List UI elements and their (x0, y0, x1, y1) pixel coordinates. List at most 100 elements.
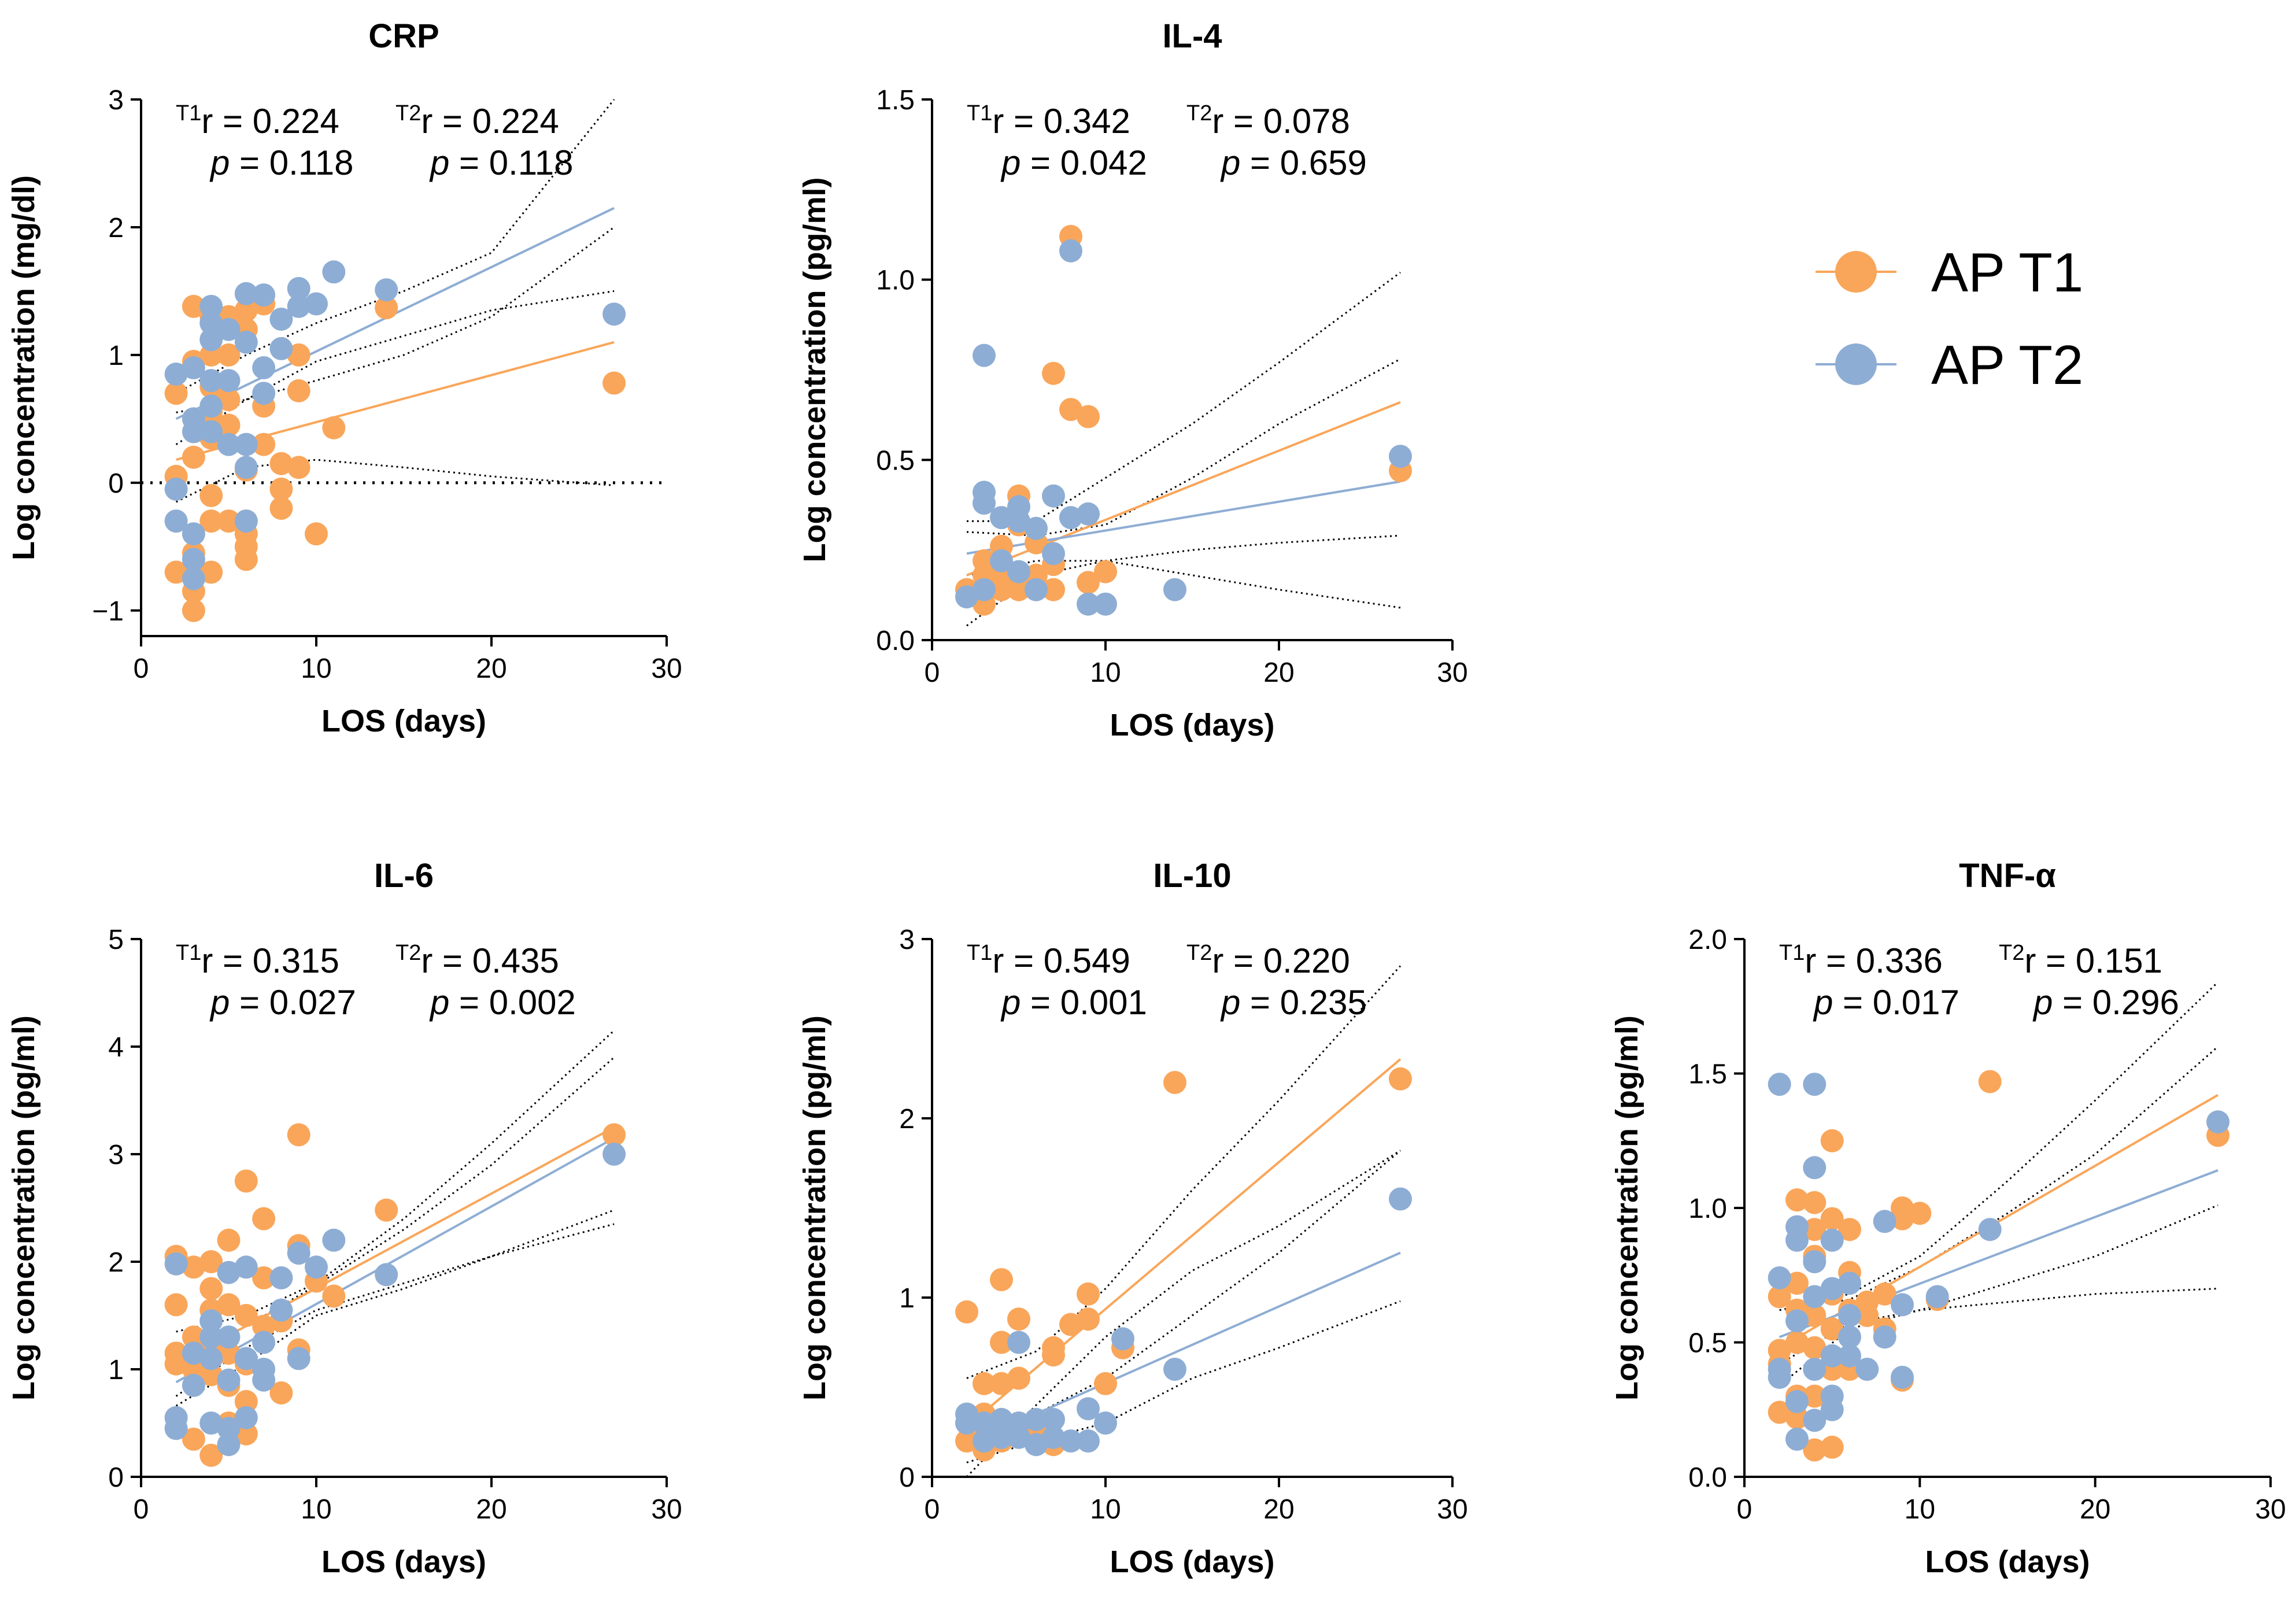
data-point-ap-t2 (199, 1325, 223, 1349)
panel-title: IL-4 (1162, 17, 1222, 55)
data-point-ap-t2 (1042, 1407, 1065, 1431)
y-tick-label: 0 (899, 1462, 915, 1493)
panel-title: IL-10 (1153, 857, 1231, 895)
y-tick-label: 3 (899, 925, 915, 955)
fit-line-ap-t1 (966, 1058, 1402, 1428)
data-point-ap-t2 (973, 1429, 996, 1453)
data-point-ap-t1 (1803, 1438, 1827, 1462)
data-point-ap-t2 (1838, 1304, 1861, 1327)
data-point-ap-t2 (199, 311, 223, 335)
panel-title: IL-6 (374, 857, 434, 895)
data-point-ap-t1 (1820, 1129, 1844, 1152)
data-point-ap-t1 (375, 296, 398, 320)
ci-upper-ap-t1 (1779, 981, 2219, 1311)
stat-p-t2: p = 0.296 (2032, 983, 2179, 1022)
data-point-ap-t1 (990, 1372, 1013, 1395)
data-point-ap-t2 (1803, 1073, 1827, 1096)
data-point-ap-t2 (1025, 1433, 1048, 1457)
data-point-ap-t2 (182, 567, 205, 590)
data-point-ap-t1 (990, 1331, 1013, 1354)
data-point-ap-t2 (1820, 1344, 1844, 1368)
ci-upper-ap-t1 (966, 965, 1402, 1379)
data-point-ap-t2 (269, 1266, 293, 1289)
ci-lower-ap-t1 (1779, 1288, 2219, 1387)
x-tick-label: 30 (651, 653, 682, 684)
data-point-ap-t2 (1768, 1266, 1791, 1289)
data-point-ap-t2 (990, 549, 1013, 572)
stat-p-t1: p = 0.001 (1000, 983, 1147, 1022)
x-tick-label: 20 (1263, 1494, 1294, 1525)
x-axis-label: LOS (days) (1110, 708, 1274, 742)
data-point-ap-t2 (269, 308, 293, 331)
data-point-ap-t1 (1094, 1372, 1117, 1395)
data-point-ap-t2 (164, 477, 188, 501)
stat-r-t2: T2r = 0.151 (1999, 941, 2162, 980)
data-point-ap-t1 (199, 484, 223, 507)
data-point-ap-t2 (199, 1411, 223, 1435)
data-point-ap-t1 (164, 382, 188, 405)
data-point-ap-t2 (1803, 1250, 1827, 1273)
data-point-ap-t2 (1785, 1309, 1809, 1333)
data-point-ap-t2 (1803, 1409, 1827, 1432)
x-axis-label: LOS (days) (1925, 1544, 2090, 1579)
data-point-ap-t1 (199, 1443, 223, 1467)
data-point-ap-t2 (990, 506, 1013, 530)
data-point-ap-t1 (217, 1293, 241, 1317)
data-point-ap-t1 (287, 343, 310, 367)
legend: AP T1 AP T2 (1816, 242, 2083, 396)
y-tick-label: 4 (108, 1032, 124, 1063)
data-point-ap-t1 (1873, 1282, 1896, 1306)
data-point-ap-t2 (1820, 1277, 1844, 1300)
data-point-ap-t2 (955, 1411, 978, 1435)
data-point-ap-t2 (375, 278, 398, 302)
y-tick-label: −1 (92, 596, 124, 627)
y-axis-label: Log concentration (pg/ml) (6, 1015, 41, 1401)
y-tick-label: 1.0 (1688, 1193, 1727, 1224)
y-tick-label: 5 (108, 925, 124, 955)
data-point-ap-t1 (1042, 361, 1065, 385)
data-point-ap-t1 (1042, 1343, 1065, 1367)
data-point-ap-t1 (217, 1228, 241, 1252)
y-tick-label: 1 (108, 1355, 124, 1385)
data-point-ap-t1 (234, 1304, 258, 1327)
data-point-ap-t2 (1785, 1427, 1809, 1451)
data-point-ap-t1 (182, 1427, 205, 1451)
y-tick-label: 1.5 (876, 85, 915, 116)
data-point-ap-t1 (269, 452, 293, 475)
y-tick-label: 0.0 (1688, 1462, 1727, 1493)
chart-panel-il6: IL-6 0 1 2 3 4 5 0 10 20 30 LOS (days) Log concentra… (6, 857, 682, 1579)
data-point-ap-t1 (1059, 1313, 1082, 1336)
data-point-ap-t2 (1855, 1358, 1879, 1381)
panel-title: TNF-α (1959, 857, 2056, 895)
data-point-ap-t2 (269, 337, 293, 360)
data-point-ap-t2 (199, 420, 223, 444)
stat-r-t1: T1r = 0.315 (176, 941, 339, 980)
stat-p-t1: p = 0.118 (209, 143, 353, 182)
stat-r-t2: T2r = 0.435 (395, 941, 559, 980)
data-point-ap-t1 (1803, 1336, 1827, 1359)
fit-line-ap-t2 (175, 1137, 615, 1384)
data-point-ap-t2 (973, 492, 996, 515)
data-point-ap-t2 (182, 522, 205, 546)
data-point-ap-t1 (1768, 1401, 1791, 1424)
data-point-ap-t1 (217, 1342, 241, 1365)
data-point-ap-t1 (955, 1300, 978, 1324)
data-point-ap-t2 (182, 548, 205, 571)
x-tick-label: 30 (1437, 1494, 1467, 1525)
data-point-ap-t2 (182, 420, 205, 444)
y-axis-label: Log concentration (pg/ml) (797, 178, 832, 563)
x-tick-label: 0 (925, 1494, 940, 1525)
data-point-ap-t2 (287, 1241, 310, 1265)
data-point-ap-t1 (1855, 1304, 1879, 1327)
ci-lower-ap-t2 (966, 1300, 1401, 1464)
data-point-ap-t1 (1820, 1435, 1844, 1459)
data-point-ap-t1 (1059, 398, 1082, 422)
data-point-ap-t2 (1077, 592, 1100, 616)
data-point-ap-t2 (1163, 1358, 1186, 1381)
data-point-ap-t2 (1094, 1411, 1117, 1435)
y-tick-label: 3 (108, 1140, 124, 1170)
x-axis-label: LOS (days) (321, 704, 486, 738)
y-axis-label: Log concentration (mg/dl) (6, 175, 41, 560)
data-point-ap-t1 (182, 445, 205, 469)
data-point-ap-t1 (1007, 1307, 1030, 1331)
